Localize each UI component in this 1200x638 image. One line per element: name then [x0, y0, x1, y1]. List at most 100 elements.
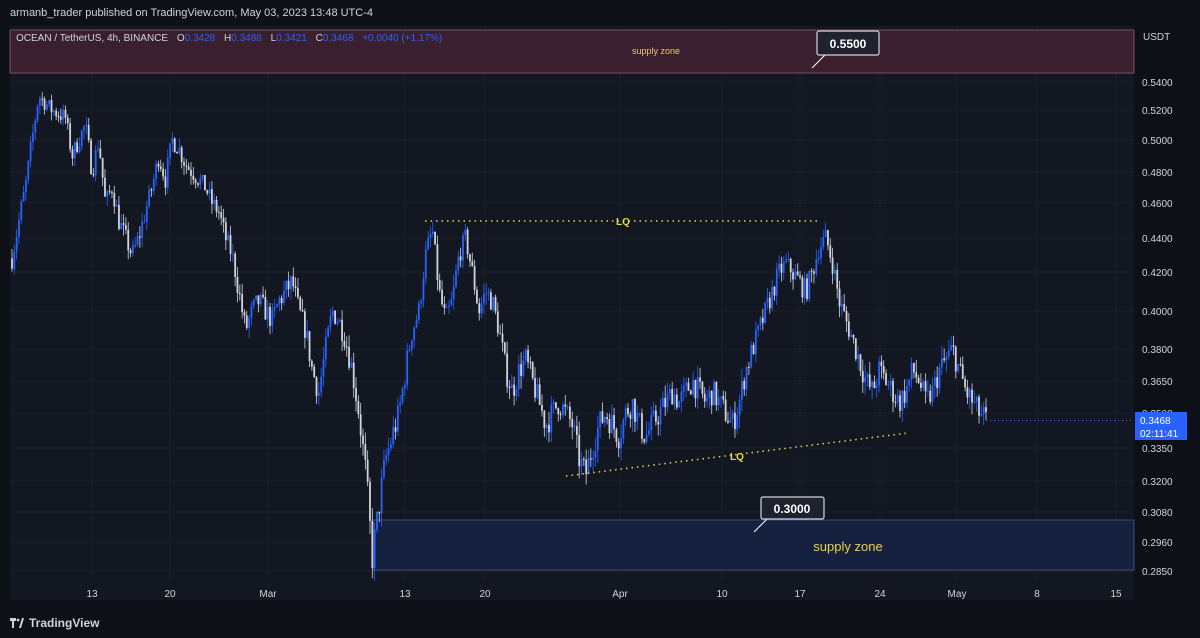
- candle-body: [513, 384, 516, 396]
- tradingview-logo[interactable]: TradingView: [10, 616, 99, 630]
- candle-body: [66, 117, 69, 124]
- candle-body: [503, 342, 506, 354]
- brand-text: TradingView: [29, 616, 100, 630]
- candle-body: [882, 365, 885, 374]
- candle-body: [436, 244, 439, 281]
- chart-pane[interactable]: [10, 26, 1134, 600]
- time-tick-label: 13: [399, 589, 411, 600]
- candle-body: [894, 401, 897, 403]
- callout-bottom[interactable]: 0.3000: [753, 496, 825, 533]
- price-tick-label: 0.5200: [1142, 106, 1173, 117]
- candle-body: [792, 272, 794, 280]
- candle-body: [685, 382, 688, 386]
- candle-body: [111, 191, 113, 193]
- candle-body: [603, 417, 606, 423]
- candle-body: [499, 333, 502, 335]
- candle-body: [294, 286, 297, 289]
- supply-zone-top: [9, 29, 1135, 74]
- candle-body: [211, 189, 213, 204]
- candle-body: [917, 377, 920, 383]
- candle-body: [18, 219, 20, 237]
- close-value: 0.3468: [322, 33, 354, 44]
- grid-lines: [10, 26, 1134, 580]
- candle-body: [889, 380, 892, 386]
- candle-body: [217, 211, 220, 213]
- candle-body: [410, 340, 413, 350]
- candle-body: [938, 367, 941, 389]
- candle-body: [724, 399, 727, 421]
- candle-body: [25, 179, 27, 193]
- callout-top[interactable]: 0.5500: [811, 30, 880, 69]
- high-value: 0.3488: [231, 33, 262, 44]
- candle-body: [55, 110, 58, 117]
- candle-body: [596, 427, 599, 451]
- candle-body: [885, 373, 887, 386]
- candle-body: [831, 257, 834, 274]
- candle-body: [615, 429, 618, 442]
- candle-body: [759, 317, 762, 326]
- candle-body: [808, 270, 811, 300]
- candle-body: [383, 460, 385, 478]
- price-tick-label: 0.4000: [1142, 307, 1173, 318]
- candle-body: [125, 225, 127, 230]
- candle-body: [592, 457, 595, 460]
- candle-body: [424, 249, 427, 279]
- candle-body: [794, 271, 797, 280]
- price-tick-label: 0.4400: [1142, 234, 1173, 245]
- candle-body: [936, 377, 939, 389]
- last-price-value: 0.3468: [1140, 416, 1171, 427]
- candle-body: [310, 361, 313, 367]
- candle-body: [926, 390, 929, 392]
- candle-body: [496, 311, 499, 334]
- price-axis[interactable]: [1134, 26, 1200, 600]
- candle-body: [671, 388, 674, 405]
- candle-body: [959, 364, 962, 366]
- candle-body: [450, 299, 453, 306]
- candle-body: [587, 458, 590, 475]
- candle-body: [43, 98, 46, 110]
- candle-body: [52, 110, 55, 113]
- candle-body: [271, 309, 274, 326]
- candle-body: [108, 191, 111, 193]
- candle-body: [69, 123, 72, 150]
- candle-body: [775, 269, 778, 296]
- candle-body: [373, 529, 376, 568]
- candle-body: [115, 204, 118, 207]
- candle-body: [720, 396, 722, 398]
- candle-body: [506, 353, 509, 387]
- lq-bottom-line: [565, 432, 909, 477]
- candle-body: [922, 381, 925, 388]
- candle-body: [634, 399, 636, 422]
- time-tick-label: Apr: [612, 589, 628, 600]
- candle-body: [738, 399, 741, 415]
- candle-body: [573, 426, 576, 428]
- footer: TradingView: [0, 608, 1200, 638]
- callout-bottom-text: 0.3000: [774, 502, 811, 516]
- candle-body: [376, 511, 378, 530]
- candle-body: [92, 174, 95, 176]
- candle-body: [50, 100, 53, 113]
- candle-body: [701, 381, 704, 394]
- supply-zone-bottom-label: supply zone: [813, 539, 882, 554]
- candle-body: [280, 297, 283, 303]
- candle-body: [945, 356, 948, 361]
- supply-zone-bottom: [372, 519, 1135, 571]
- open-value: 0.3428: [184, 33, 216, 44]
- candle-body: [415, 320, 418, 328]
- supply-zone-top-label: supply zone: [632, 46, 680, 56]
- candle-body: [487, 292, 490, 294]
- candle-body: [434, 231, 436, 245]
- candle-body: [94, 149, 97, 176]
- candle-body: [27, 161, 30, 180]
- candle-body: [820, 246, 822, 259]
- candle-body: [350, 362, 353, 368]
- candle-body: [392, 427, 395, 445]
- candle-body: [543, 410, 546, 428]
- candle-body: [308, 331, 311, 362]
- candle-body: [348, 346, 350, 368]
- candle-body: [197, 183, 199, 185]
- candle-body: [287, 280, 290, 290]
- price-tick-label: 0.3080: [1142, 508, 1173, 519]
- candle-body: [664, 397, 667, 408]
